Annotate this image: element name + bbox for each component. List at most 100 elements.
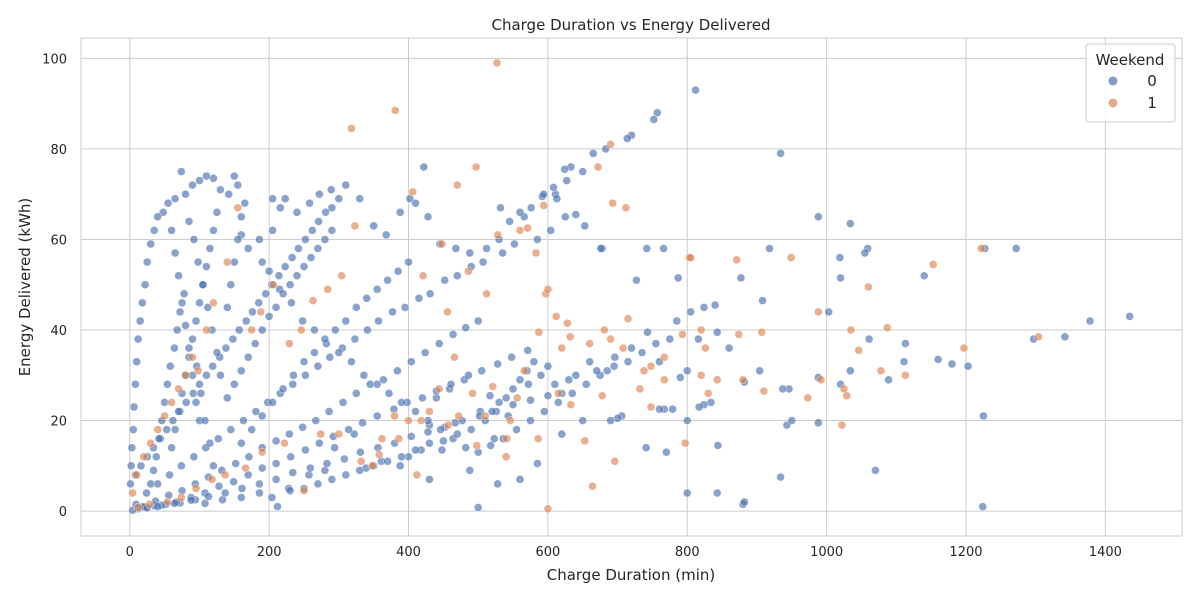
data-point: [419, 162, 429, 172]
plot-area: [80, 37, 1183, 537]
chart-title: Charge Duration vs Energy Delivered: [491, 16, 770, 34]
data-point: [485, 391, 495, 400]
data-point: [226, 425, 236, 434]
data-point: [267, 493, 277, 502]
data-point: [552, 194, 562, 203]
data-point: [526, 395, 535, 405]
data-point: [581, 380, 591, 389]
data-point: [585, 357, 594, 366]
x-tick-label: 0: [126, 545, 134, 560]
data-point: [534, 328, 544, 337]
data-point: [478, 257, 488, 267]
data-point: [871, 466, 880, 475]
data-point: [153, 502, 162, 511]
data-point: [846, 325, 856, 335]
data-point: [352, 389, 361, 398]
data-point: [240, 198, 250, 208]
data-point: [340, 454, 349, 464]
data-point: [523, 346, 532, 355]
y-tick-label: 60: [50, 233, 67, 248]
data-point: [533, 235, 542, 244]
data-point: [285, 486, 295, 495]
x-tick-label: 1000: [810, 545, 843, 560]
data-point: [383, 275, 392, 285]
data-point: [686, 307, 695, 317]
legend-label-1: 1: [1147, 94, 1157, 112]
data-point: [899, 357, 909, 366]
data-point: [174, 271, 183, 280]
data-point: [126, 461, 136, 471]
data-point: [337, 271, 346, 280]
data-point: [288, 468, 298, 477]
data-point: [138, 298, 147, 308]
data-point: [691, 85, 700, 95]
data-point: [660, 375, 669, 385]
data-point: [1034, 332, 1043, 342]
data-point: [163, 497, 172, 507]
data-point: [395, 208, 405, 217]
data-point: [414, 294, 424, 303]
data-point: [264, 266, 274, 276]
data-point: [758, 296, 767, 305]
data-point: [158, 208, 168, 217]
data-point: [191, 398, 201, 407]
data-point: [269, 280, 278, 289]
data-point: [168, 416, 178, 425]
data-point: [580, 436, 590, 446]
data-point: [358, 418, 367, 428]
data-point: [146, 438, 155, 448]
data-point: [383, 457, 392, 466]
data-point: [321, 208, 330, 217]
data-point: [237, 212, 246, 222]
data-point: [440, 275, 449, 285]
data-point: [461, 323, 470, 332]
data-point: [682, 488, 692, 498]
data-point: [177, 493, 186, 502]
data-point: [489, 434, 499, 443]
data-point: [132, 470, 141, 480]
data-point: [233, 235, 243, 244]
data-point: [374, 450, 384, 459]
data-point: [133, 503, 143, 512]
data-point: [682, 366, 692, 376]
data-point: [153, 212, 162, 222]
data-point: [839, 384, 849, 394]
data-point: [271, 436, 281, 446]
data-point: [854, 346, 863, 355]
data-point: [195, 176, 204, 185]
data-point: [411, 407, 420, 416]
data-point: [146, 479, 155, 489]
data-point: [400, 303, 410, 312]
data-point: [471, 162, 481, 172]
data-point: [287, 298, 296, 308]
data-point: [257, 447, 267, 457]
data-point: [786, 253, 796, 262]
data-point: [131, 380, 140, 389]
data-point: [268, 194, 277, 203]
data-point: [639, 366, 649, 376]
data-point: [299, 357, 309, 366]
data-point: [359, 371, 369, 380]
data-point: [184, 343, 194, 353]
data-point: [177, 461, 186, 471]
data-point: [757, 328, 767, 337]
data-point: [565, 332, 575, 342]
y-tick-label: 20: [50, 415, 67, 430]
data-point: [461, 443, 470, 452]
data-point: [149, 466, 158, 475]
data-point: [179, 289, 189, 299]
data-point: [933, 355, 943, 364]
data-point: [306, 253, 316, 262]
data-point: [294, 244, 303, 253]
data-point: [464, 371, 473, 380]
data-point: [602, 366, 612, 376]
data-point: [268, 226, 277, 235]
data-point: [216, 185, 225, 194]
y-tick-label: 80: [50, 143, 67, 158]
data-point: [694, 334, 703, 344]
data-point: [314, 217, 323, 226]
data-point: [285, 339, 294, 348]
data-point: [473, 316, 483, 326]
data-point: [241, 316, 251, 326]
